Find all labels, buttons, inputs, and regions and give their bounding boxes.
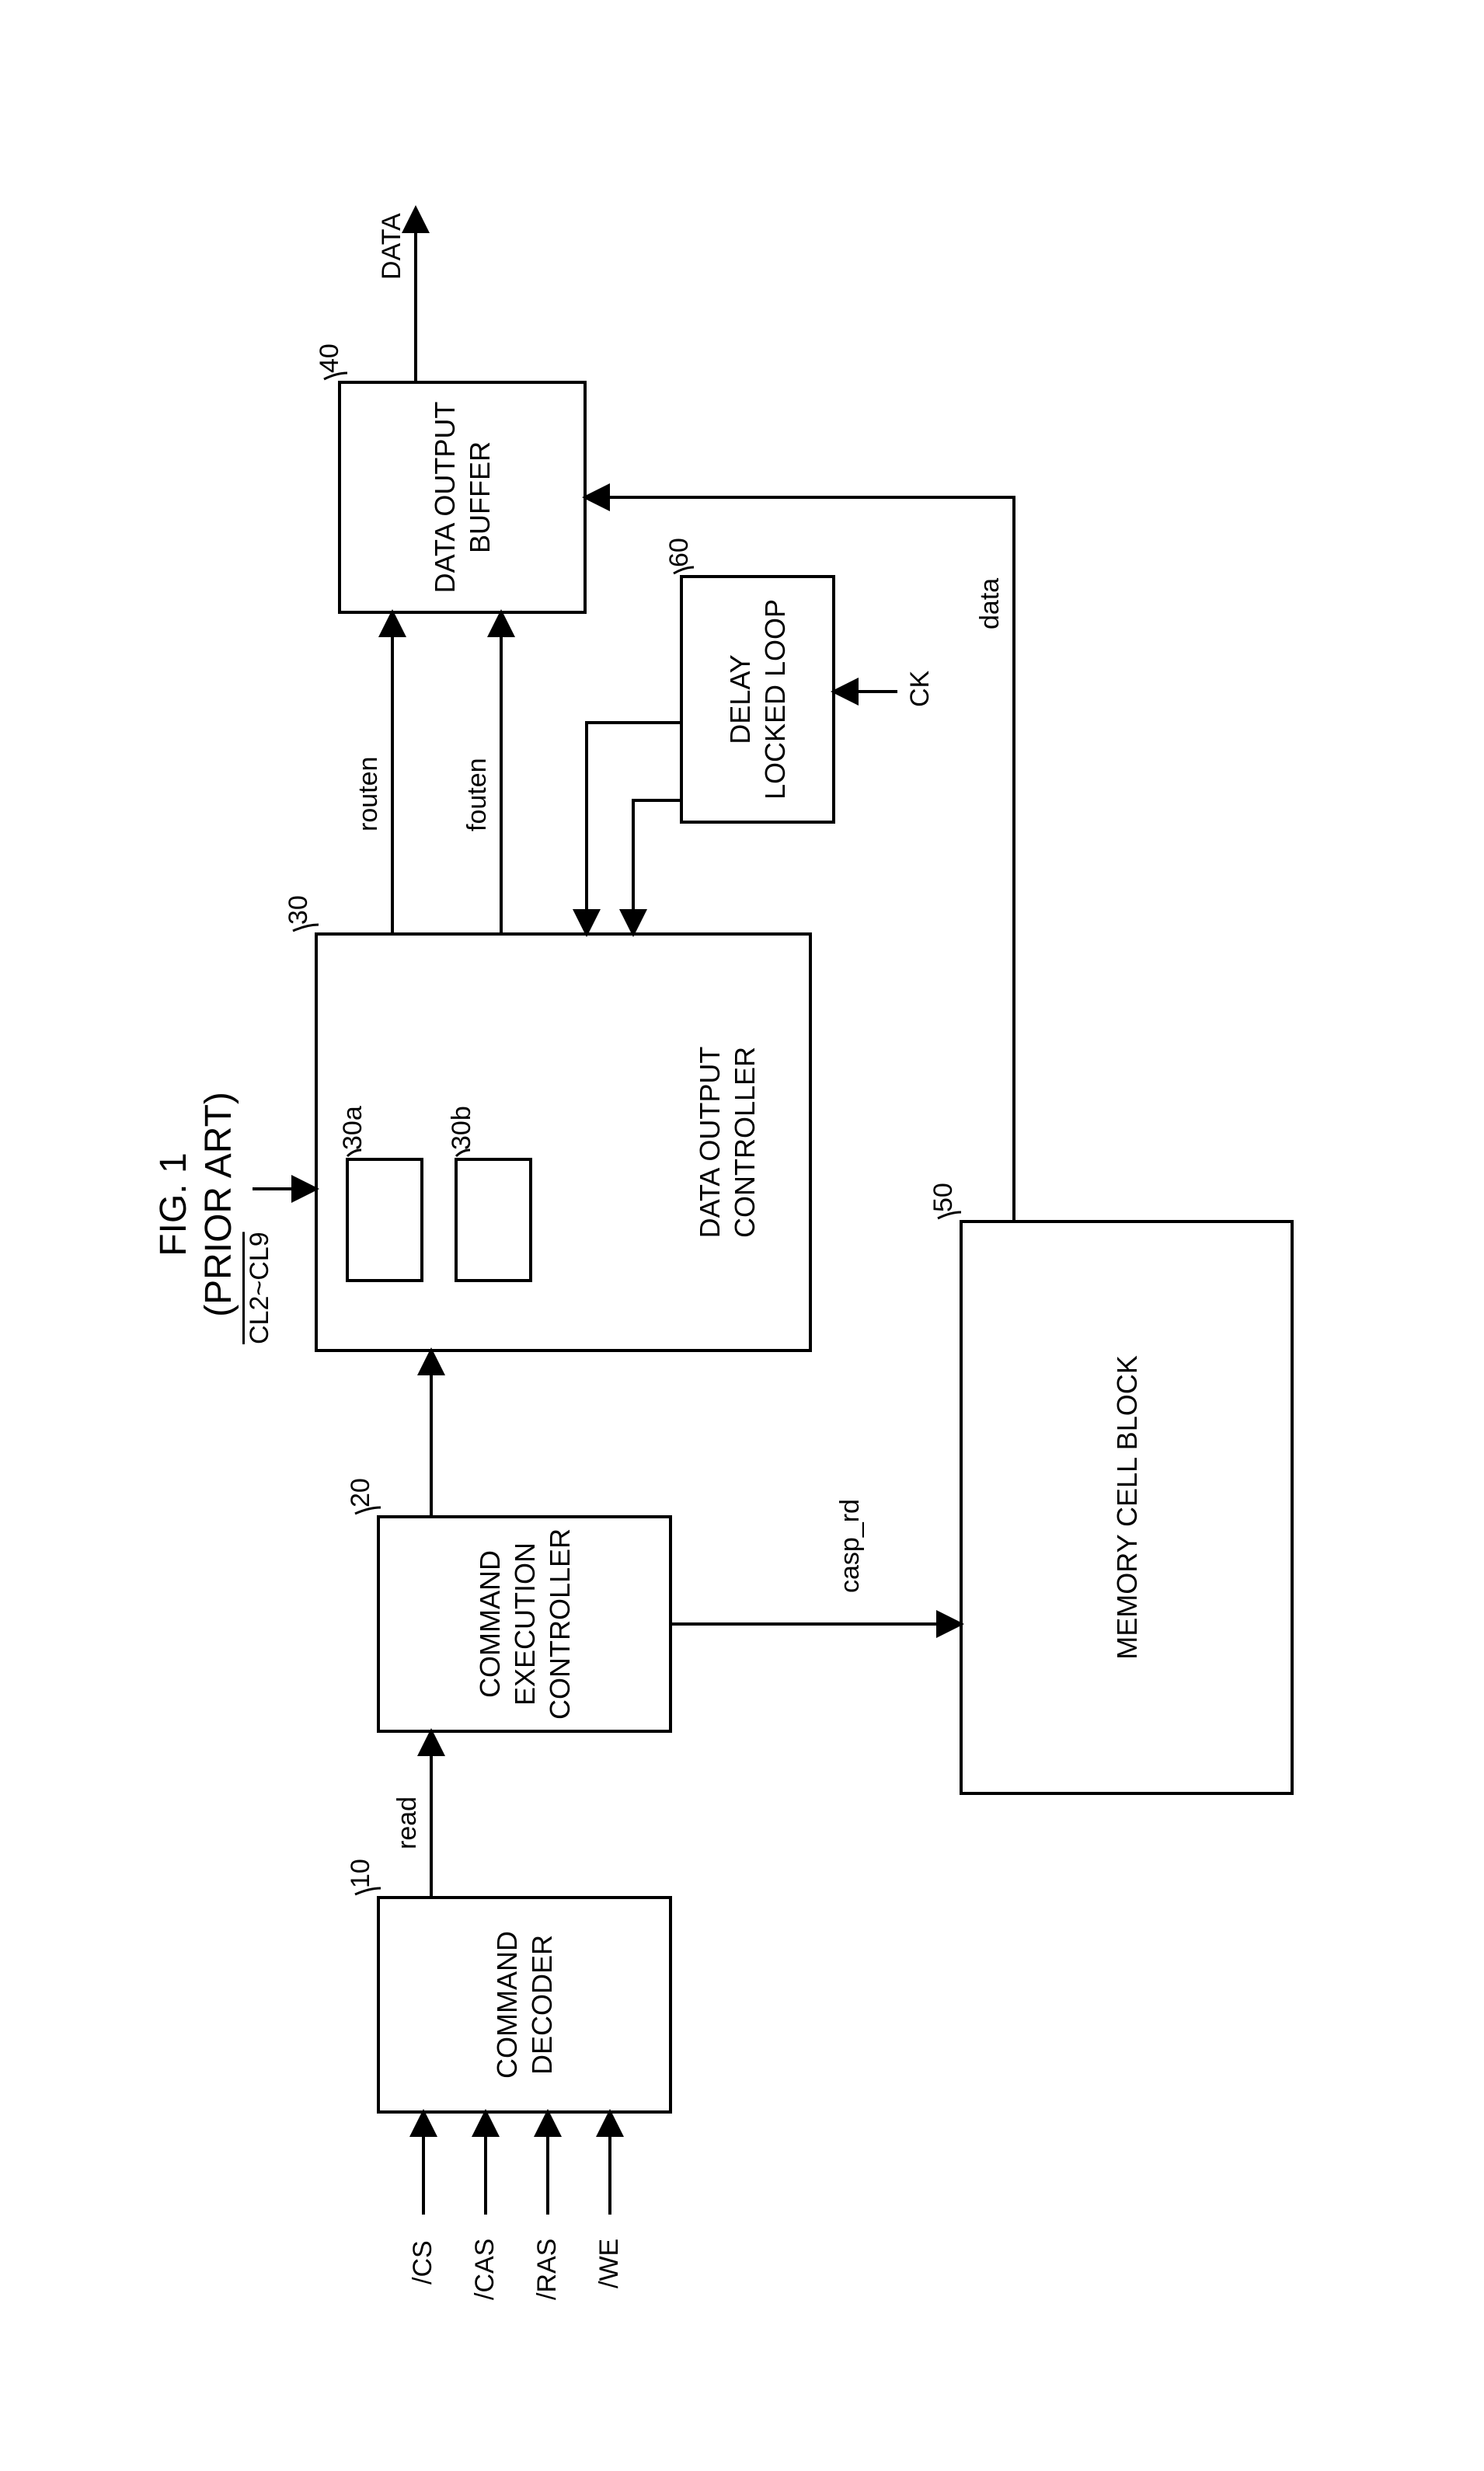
block-memory-cell: MEMORY CELL BLOCK — [960, 1220, 1294, 1795]
ref-60: 60 — [664, 538, 695, 567]
block-data-out-buf: DATA OUTPUT BUFFER — [338, 381, 587, 614]
data-out-ctrl-label: DATA OUTPUT CONTROLLER — [692, 1047, 762, 1239]
label-casp: casp_rd — [835, 1499, 866, 1593]
label-fouten: fouten — [462, 758, 493, 831]
block-dll: DELAY LOCKED LOOP — [680, 575, 835, 824]
ref-30b: 30b — [447, 1106, 477, 1150]
label-data-uc: DATA — [377, 213, 407, 280]
label-cs: /CS — [408, 2240, 438, 2285]
label-ck: CK — [905, 671, 935, 707]
title-line1: FIG. 1 — [153, 1152, 194, 1256]
label-cas: /CAS — [470, 2239, 500, 2300]
label-we: /WE — [594, 2239, 625, 2288]
block-data-out-ctrl: DATA OUTPUT CONTROLLER — [315, 932, 812, 1352]
ref-30: 30 — [284, 895, 314, 925]
title-line2: (PRIOR ART) — [198, 1092, 239, 1317]
subblock-30a — [346, 1158, 423, 1282]
subblock-30b — [455, 1158, 532, 1282]
block-command-exec: COMMAND EXECUTION CONTROLLER — [377, 1515, 672, 1733]
block-command-decoder: COMMAND DECODER — [377, 1896, 672, 2114]
diagram-canvas: FIG. 1 (PRIOR ART) COMMAND DECODER 10 CO… — [120, 148, 1364, 2323]
label-ras: /RAS — [532, 2239, 563, 2300]
dll-label: DELAY LOCKED LOOP — [723, 599, 793, 800]
ref-50: 50 — [928, 1183, 959, 1212]
ref-20: 20 — [346, 1478, 376, 1507]
label-routen: routen — [354, 757, 384, 831]
ref-30a: 30a — [338, 1106, 368, 1150]
command-decoder-label: COMMAND DECODER — [489, 1931, 559, 2079]
figure-title: FIG. 1 (PRIOR ART) — [152, 1049, 241, 1360]
label-cl: CL2~CL9 — [245, 1232, 275, 1344]
label-read: read — [392, 1797, 423, 1849]
memory-cell-label: MEMORY CELL BLOCK — [1110, 1355, 1144, 1659]
data-out-buf-label: DATA OUTPUT BUFFER — [427, 402, 497, 594]
ref-10: 10 — [346, 1859, 376, 1888]
ref-40: 40 — [315, 343, 345, 373]
label-data-lc: data — [975, 578, 1005, 629]
command-exec-label: COMMAND EXECUTION CONTROLLER — [472, 1528, 577, 1720]
